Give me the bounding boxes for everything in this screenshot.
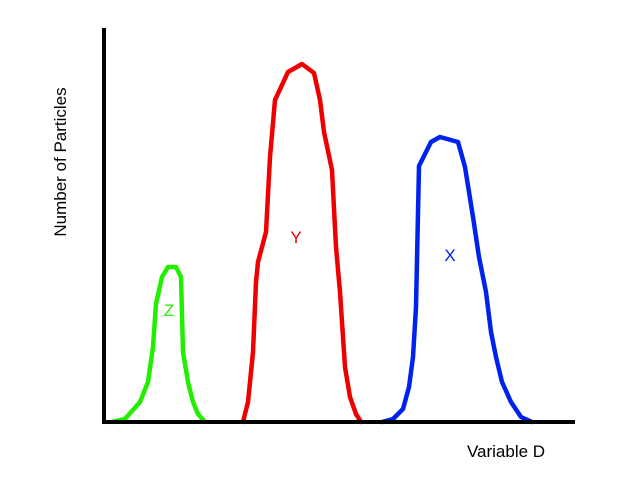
x-axis-title: Variable D (467, 442, 545, 461)
series-labels: Z Y X (164, 228, 456, 320)
series-curves (109, 61, 535, 425)
series-curve-y (240, 61, 364, 425)
series-label-z: Z (164, 301, 174, 320)
series-curve-z (109, 264, 208, 425)
y-axis-title: Number of Particles (51, 87, 70, 236)
series-curve-x (379, 134, 535, 425)
series-label-x: X (444, 246, 455, 265)
series-label-y: Y (290, 228, 301, 247)
